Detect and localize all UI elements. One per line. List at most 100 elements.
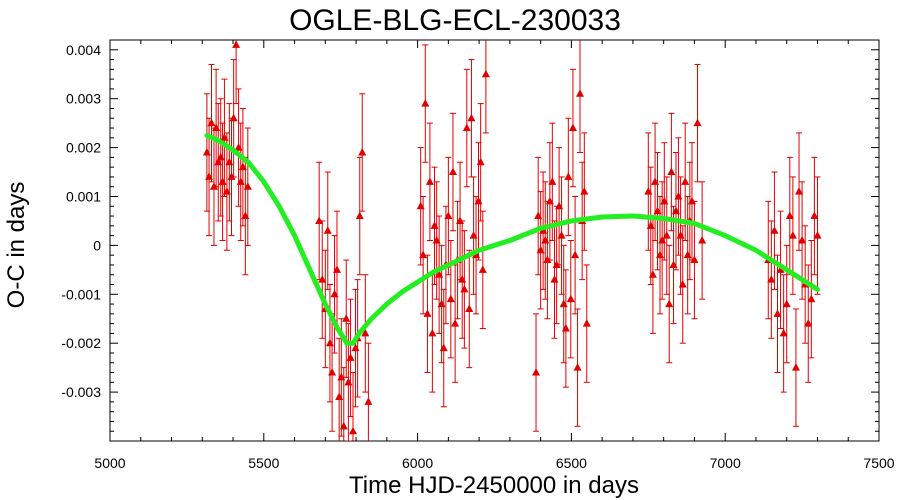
data-point [430,221,439,229]
data-point [571,250,580,259]
data-point [693,118,702,127]
data-point [807,294,816,303]
y-axis-label: O-C in days [3,182,30,309]
data-point [444,211,453,220]
x-tick-label: 5000 [94,455,125,471]
data-point [683,250,692,259]
data-point [419,250,428,259]
data-point [776,265,785,273]
data-point [428,328,437,337]
data-point [361,328,370,337]
data-point [559,299,568,308]
chart-title: OGLE-BLG-ECL-230033 [289,4,621,37]
data-point [548,177,557,185]
data-point [557,231,566,239]
data-point [698,236,707,244]
data-point [543,255,552,264]
data-point [328,368,337,376]
data-point [667,167,676,176]
data-point [451,319,460,327]
plot-frame [109,39,880,442]
fit-curve [204,132,820,346]
data-point [779,328,788,337]
data-point [315,216,324,224]
x-tick-label: 5500 [248,455,279,471]
data-layer [202,40,822,441]
data-point [236,177,245,185]
data-point [364,397,373,405]
data-point [229,113,238,122]
y-tick-label: -0.003 [61,384,101,400]
data-point [439,343,448,352]
data-point [782,299,791,308]
data-point [481,69,490,78]
data-point [232,40,241,48]
data-point [448,167,457,176]
data-point [467,113,476,122]
data-point [804,319,813,327]
y-tick-label: 0 [93,237,101,253]
data-point [339,421,348,430]
data-point [446,294,455,303]
data-point [342,314,351,322]
data-point [561,324,570,332]
y-tick-label: 0.003 [66,91,101,107]
data-point [349,426,358,435]
data-point [465,304,474,312]
data-point [767,275,776,283]
y-tick-label: -0.001 [61,286,101,302]
data-point [458,275,467,283]
data-point [566,294,575,303]
data-point [478,265,487,273]
data-point [462,123,471,132]
data-point [564,172,573,180]
data-point [788,231,797,239]
data-point [243,182,252,190]
data-point [678,280,687,288]
data-point [573,363,582,371]
data-point [648,270,657,278]
x-tick-label: 7000 [710,455,741,471]
data-point [318,275,327,283]
x-tick-label: 6500 [556,455,587,471]
data-point [676,231,685,239]
data-point [325,338,334,347]
data-point [425,177,434,185]
data-point [690,255,699,264]
data-point [580,187,589,195]
x-axis-label: Time HJD-2450000 in days [349,472,639,499]
data-point [333,265,342,273]
data-point [681,177,690,185]
data-point [795,187,804,195]
data-point [323,226,332,234]
data-point [346,353,355,361]
y-tick-label: 0.004 [66,42,101,58]
data-point [335,392,344,400]
data-point [813,231,822,239]
data-point [773,309,782,317]
data-point [810,211,819,220]
data-point [550,275,559,283]
y-tick-label: 0.001 [66,188,101,204]
data-point [344,377,353,386]
data-point [576,89,585,97]
data-point [207,118,216,127]
data-point [202,147,211,156]
data-point [568,123,577,132]
data-point [355,211,364,220]
data-point [421,99,430,107]
data-point [582,319,591,327]
data-point [785,211,794,220]
data-point [218,177,227,185]
data-point [532,368,541,376]
data-point [541,236,550,244]
y-tick-label: 0.002 [66,140,101,156]
x-tick-label: 7500 [863,455,894,471]
data-point [423,309,432,317]
data-point [358,147,367,156]
data-point [460,284,469,293]
data-point [791,363,800,371]
x-tick-label: 6000 [402,455,433,471]
data-point [552,260,561,268]
